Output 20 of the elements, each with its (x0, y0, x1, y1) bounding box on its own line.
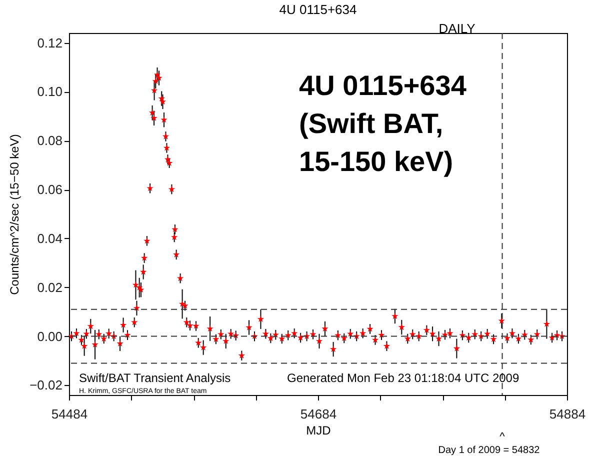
y-tick-label: 0.04 (37, 230, 62, 246)
chart-title: 4U 0115+634 (279, 2, 357, 17)
annotation: 4U 0115+634 (Swift BAT, 15-150 keV) (299, 70, 467, 177)
x-tick-label: 54484 (51, 406, 88, 422)
y-tick-label: 0.08 (37, 133, 62, 148)
text: Day 1 of 2009 = 54832 (438, 445, 540, 456)
annotation: DAILY (438, 21, 476, 36)
y-tick-label: 0.02 (37, 280, 62, 295)
y-axis-title: Counts/cm^2/sec (15−50 keV) (8, 134, 22, 295)
x-tick-label: 54884 (549, 406, 586, 422)
x-axis-title: MJD (306, 424, 332, 438)
annotation: Swift/BAT Transient Analysis (79, 371, 231, 385)
text: ^ (500, 431, 506, 443)
y-tick-label: −0.02 (30, 378, 62, 393)
y-tick-label: 0.00 (37, 328, 62, 344)
y-tick-label: 0.12 (37, 35, 62, 50)
y-tick-label: 0.10 (37, 84, 62, 100)
y-tick-label: 0.06 (37, 182, 62, 198)
annotation: Generated Mon Feb 23 01:18:04 UTC 2009 (287, 371, 520, 385)
x-tick-label: 54684 (300, 406, 337, 422)
